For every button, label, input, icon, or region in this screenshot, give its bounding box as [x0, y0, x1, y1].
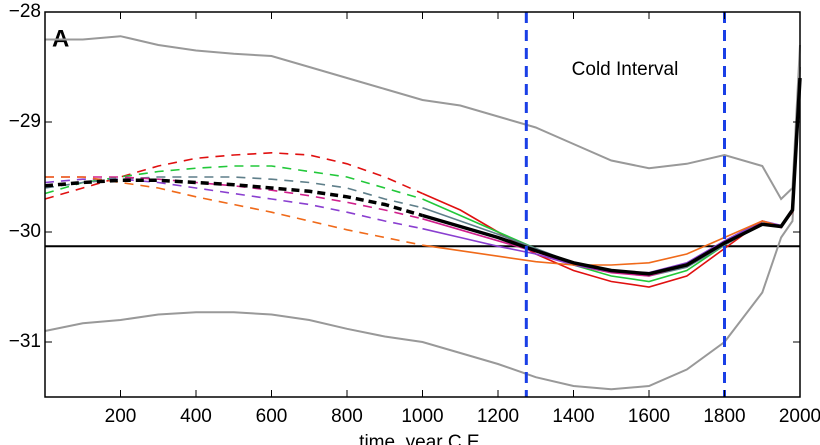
series-line — [422, 77, 801, 283]
x-tick-label: 1200 — [477, 406, 519, 427]
x-tick-label: 1400 — [552, 406, 594, 427]
series-line — [45, 35, 801, 201]
series-line — [44, 66, 801, 391]
series-line — [44, 178, 423, 230]
series-line — [422, 77, 801, 266]
series-line — [44, 151, 423, 200]
series-line — [44, 165, 423, 200]
series-line — [422, 77, 801, 288]
x-tick-label: 1600 — [628, 406, 670, 427]
y-tick-label: −31 — [9, 331, 41, 352]
x-tick-label: 600 — [256, 406, 288, 427]
y-tick-label: −28 — [9, 1, 41, 22]
x-tick-label: 1800 — [703, 406, 745, 427]
y-tick-label: −29 — [9, 111, 41, 132]
x-tick-label: 200 — [105, 406, 137, 427]
annotation: Cold Interval — [572, 59, 679, 80]
plot-frame — [44, 11, 801, 398]
x-tick-label: 1000 — [401, 406, 443, 427]
x-tick-label: 800 — [331, 406, 363, 427]
x-tick-label: 400 — [180, 406, 212, 427]
y-tick-label: −30 — [9, 221, 41, 242]
series-line — [44, 178, 423, 218]
x-tick-label: 2000 — [779, 406, 820, 427]
series-line — [422, 77, 801, 274]
series-line — [422, 77, 802, 276]
series-line — [45, 176, 423, 246]
x-axis-label: time, year C.E. — [359, 432, 485, 445]
